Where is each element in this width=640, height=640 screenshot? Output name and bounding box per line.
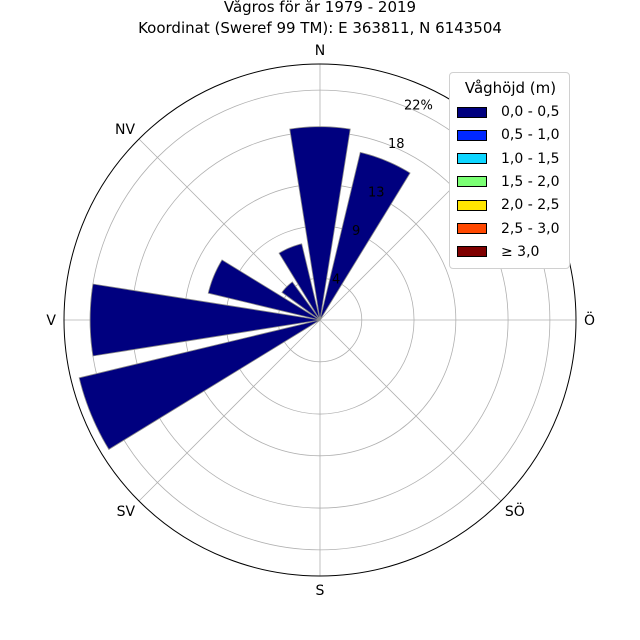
legend-label: 2,0 - 2,5 xyxy=(501,197,560,214)
chart-title: Vågros för år 1979 - 2019 xyxy=(223,0,417,16)
legend-item: 1,0 - 1,5 xyxy=(457,150,559,168)
legend-label: 1,5 - 2,0 xyxy=(501,173,560,190)
radial-tick-label: 9 xyxy=(352,224,360,239)
radial-tick-label: 13 xyxy=(368,186,385,201)
legend-swatch xyxy=(457,199,487,211)
legend-label: 1,0 - 1,5 xyxy=(501,150,560,167)
direction-label: S xyxy=(316,583,325,599)
grid-spoke xyxy=(319,319,502,502)
legend-swatch xyxy=(457,129,487,141)
bar-sector xyxy=(319,151,411,321)
legend-swatch xyxy=(457,153,487,165)
radial-tick-label: 4 xyxy=(332,272,340,287)
direction-label: Ö xyxy=(584,311,595,329)
legend-swatch xyxy=(457,106,487,118)
legend-swatch xyxy=(457,223,487,234)
legend-item: 0,5 - 1,0 xyxy=(457,126,559,144)
legend-title: Våghöjd (m) xyxy=(464,79,557,97)
radial-tick-labels: 4 9 13 18 22% xyxy=(332,99,433,288)
direction-label: N xyxy=(315,43,325,59)
direction-label: SÖ xyxy=(505,502,525,520)
legend-label: ≥ 3,0 xyxy=(501,243,540,260)
chart-subtitle: Koordinat (Sweref 99 TM): E 363811, N 61… xyxy=(138,19,502,37)
bar-sector xyxy=(278,243,321,321)
legend-item: 1,5 - 2,0 xyxy=(457,173,559,191)
bar-sector xyxy=(289,126,351,321)
legend-item: 2,5 - 3,0 xyxy=(457,220,559,238)
legend-label: 2,5 - 3,0 xyxy=(501,220,560,237)
bar-sector xyxy=(207,259,321,321)
legend-item: 2,0 - 2,5 xyxy=(457,196,559,214)
direction-label: NV xyxy=(115,122,135,138)
bar-sector xyxy=(89,283,321,357)
legend-label: 0,0 - 0,5 xyxy=(501,104,560,120)
radial-tick-label: 22% xyxy=(404,99,433,114)
bars xyxy=(78,126,411,450)
legend: Våghöjd (m) 0,0 - 0,5 0,5 - 1,0 1,0 - 1,5 1… xyxy=(449,72,570,269)
legend-swatch xyxy=(457,176,487,188)
legend-swatch xyxy=(457,246,487,258)
direction-label: V xyxy=(46,313,56,329)
legend-item: ≥ 3,0 xyxy=(457,243,539,261)
bar-sector xyxy=(78,319,321,450)
radial-tick-label: 18 xyxy=(388,137,405,152)
bar-sector xyxy=(281,281,321,321)
legend-label: 0,5 - 1,0 xyxy=(501,127,560,144)
direction-label: SV xyxy=(117,504,136,520)
grid-spoke xyxy=(138,319,321,502)
legend-item: 0,0 - 0,5 xyxy=(457,103,559,121)
polar-frame xyxy=(63,63,577,577)
